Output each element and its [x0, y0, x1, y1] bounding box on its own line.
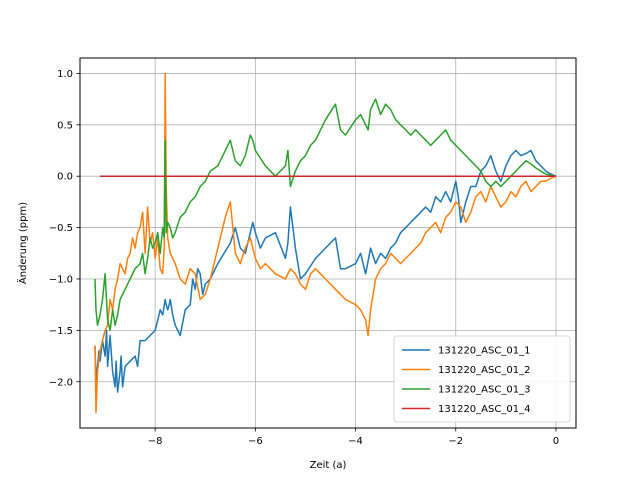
y-tick-label: −1.5	[49, 326, 73, 337]
legend: 131220_ASC_01_1 131220_ASC_01_2 131220_ASC…	[393, 335, 571, 423]
y-tick-label: −1.0	[49, 274, 73, 285]
x-tick-label: −8	[148, 436, 163, 447]
x-tick-label: 0	[553, 436, 559, 447]
series-line-3	[94, 98, 557, 332]
series-line-2	[94, 72, 557, 414]
legend-entry-label: 131220_ASC_01_3	[438, 385, 530, 396]
x-tick-label: −6	[248, 436, 263, 447]
x-axis-label: Zeit (a)	[310, 460, 347, 471]
series-line-1	[94, 149, 557, 393]
legend-box	[393, 335, 571, 423]
legend-entry-label: 131220_ASC_01_2	[438, 365, 530, 376]
y-axis: −2.0 −1.5 −1.0 −0.5 0.0 0.5 1.0	[49, 69, 80, 388]
x-tick-label: −2	[448, 436, 463, 447]
y-tick-label: −2.0	[49, 377, 73, 388]
y-tick-label: 1.0	[57, 69, 73, 80]
y-tick-label: 0.0	[57, 172, 73, 183]
x-tick-label: −4	[348, 436, 363, 447]
y-tick-label: 0.5	[57, 120, 73, 131]
legend-entry-label: 131220_ASC_01_4	[438, 404, 530, 415]
y-tick-label: −0.5	[49, 223, 73, 234]
plot-area	[94, 72, 557, 414]
x-axis: −8 −6 −4 −2 0	[148, 428, 559, 447]
legend-entry-label: 131220_ASC_01_1	[438, 346, 530, 357]
axes-frame	[79, 57, 577, 429]
y-axis-label: Änderung (ppm)	[16, 202, 29, 284]
